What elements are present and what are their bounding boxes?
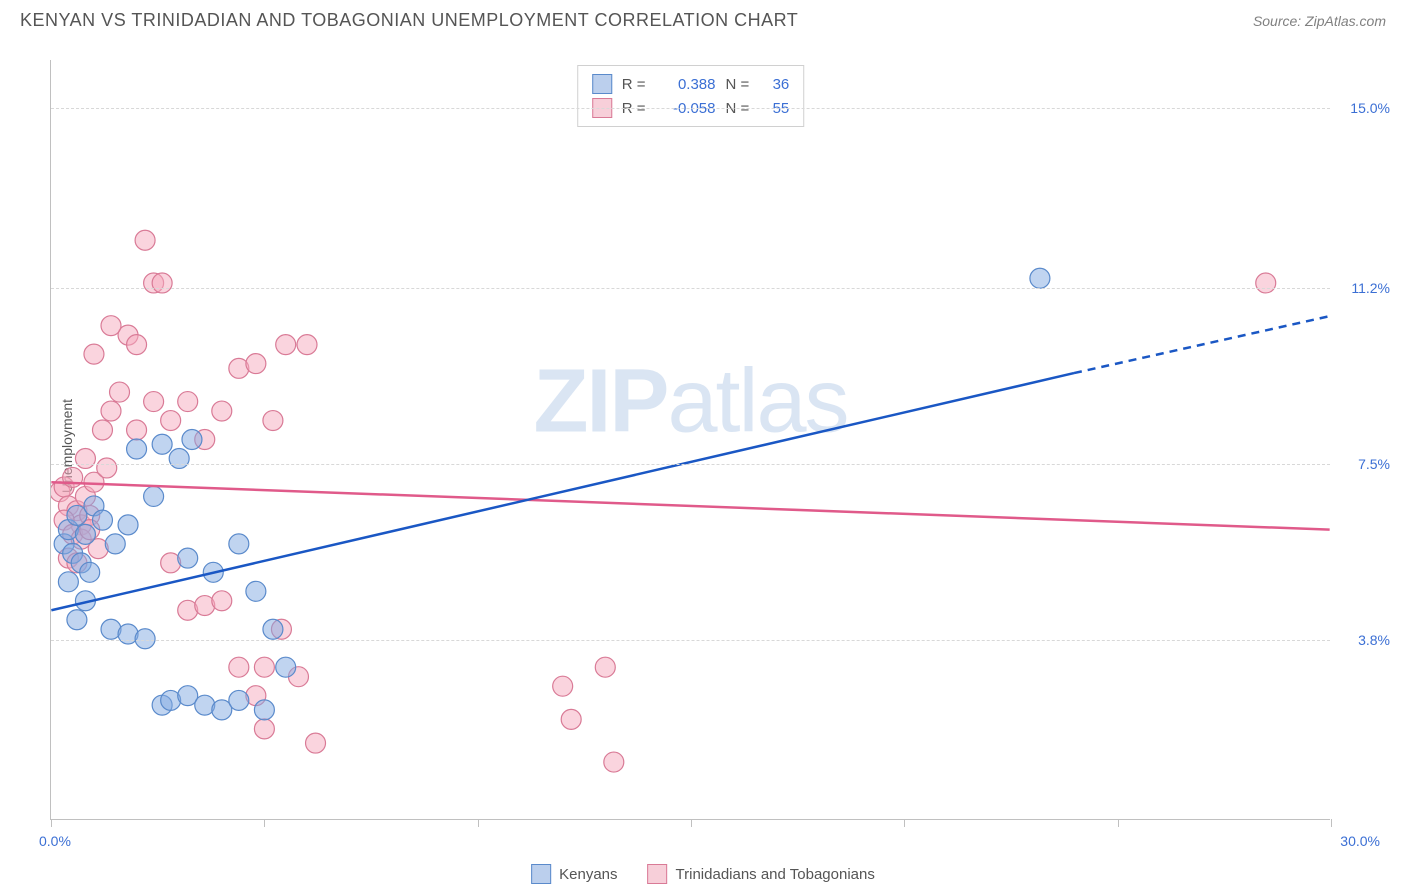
y-tick-label: 11.2% [1351,280,1390,296]
gridline [51,464,1330,465]
x-axis-max-label: 30.0% [1340,833,1380,849]
x-axis-min-label: 0.0% [39,833,71,849]
series1-name: Kenyans [559,866,617,883]
chart-title: KENYAN VS TRINIDADIAN AND TOBAGONIAN UNE… [20,10,798,31]
x-tick [1331,819,1332,827]
x-tick [264,819,265,827]
legend-item-series2: Trinidadians and Tobagonians [648,864,875,884]
x-tick [1118,819,1119,827]
gridline [51,640,1330,641]
x-tick [51,819,52,827]
x-tick [904,819,905,827]
series-legend: Kenyans Trinidadians and Tobagonians [531,864,875,884]
series2-name: Trinidadians and Tobagonians [676,866,875,883]
gridline [51,288,1330,289]
y-tick-label: 7.5% [1358,456,1390,472]
x-tick [691,819,692,827]
source-attribution: Source: ZipAtlas.com [1253,13,1386,29]
scatter-plot-svg [51,60,1330,819]
y-tick-label: 15.0% [1350,100,1390,116]
legend-item-series1: Kenyans [531,864,617,884]
swatch-series2-icon [648,864,668,884]
swatch-series1-icon [531,864,551,884]
y-tick-label: 3.8% [1358,632,1390,648]
chart-plot-area: ZIPatlas R = 0.388 N = 36 R = -0.058 N =… [50,60,1330,820]
x-tick [478,819,479,827]
gridline [51,108,1330,109]
